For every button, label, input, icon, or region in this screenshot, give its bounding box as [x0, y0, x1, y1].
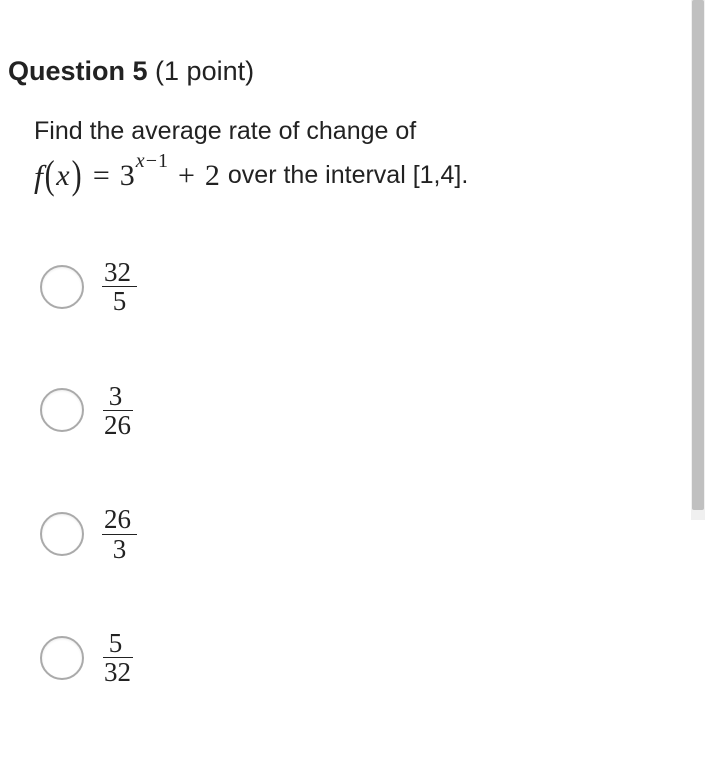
fraction-c: 26 3	[102, 505, 137, 563]
option-c-denominator: 3	[111, 535, 129, 563]
radio-b[interactable]	[40, 388, 84, 432]
option-c[interactable]: 26 3	[40, 505, 687, 563]
option-d-denominator: 32	[102, 658, 133, 686]
option-a-denominator: 5	[111, 287, 129, 315]
option-d-numerator: 5	[103, 629, 133, 658]
option-a-numerator: 32	[102, 258, 137, 287]
sup-var: x	[136, 150, 145, 172]
question-points: (1 point)	[155, 56, 254, 86]
radio-c[interactable]	[40, 512, 84, 556]
option-d[interactable]: 5 32	[40, 629, 687, 687]
open-paren: (	[45, 163, 55, 187]
question-body: Find the average rate of change of f(x) …	[34, 115, 687, 198]
exp-base: 3	[120, 156, 135, 197]
question-number: Question 5	[8, 56, 148, 86]
sup-one: 1	[158, 150, 168, 172]
fraction-b: 3 26	[102, 382, 133, 440]
math-expression: f(x) = 3x−1 + 2 over the interval [1,4].	[34, 155, 687, 198]
sup-minus: −	[146, 150, 157, 172]
exponent: x−1	[136, 148, 168, 175]
options-group: 32 5 3 26 26 3 5 32	[40, 258, 687, 687]
equals-sign: =	[93, 156, 110, 197]
interval-text: over the interval [1,4].	[228, 159, 468, 193]
close-paren: )	[71, 163, 81, 187]
func-letter: f	[34, 155, 43, 198]
scrollbar-thumb[interactable]	[692, 0, 704, 510]
var-x: x	[56, 156, 69, 197]
fraction-d: 5 32	[102, 629, 133, 687]
option-b-numerator: 3	[103, 382, 133, 411]
option-b[interactable]: 3 26	[40, 382, 687, 440]
option-b-denominator: 26	[102, 411, 133, 439]
question-header: Question 5 (1 point)	[8, 56, 687, 87]
plus-sign: +	[178, 156, 195, 197]
constant: 2	[205, 156, 220, 197]
question-container: Question 5 (1 point) Find the average ra…	[0, 0, 705, 761]
option-c-numerator: 26	[102, 505, 137, 534]
fraction-a: 32 5	[102, 258, 137, 316]
radio-d[interactable]	[40, 636, 84, 680]
scrollbar-track[interactable]	[691, 0, 705, 520]
option-a[interactable]: 32 5	[40, 258, 687, 316]
prompt-text: Find the average rate of change of	[34, 115, 687, 149]
radio-a[interactable]	[40, 265, 84, 309]
